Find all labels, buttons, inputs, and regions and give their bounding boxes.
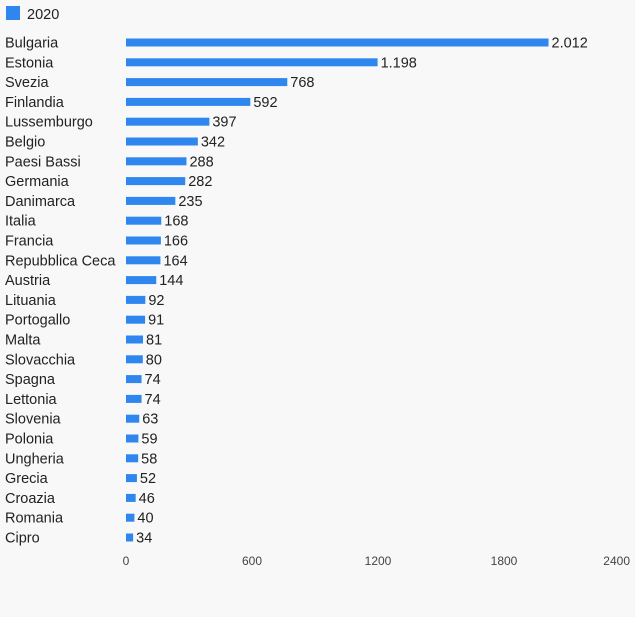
value-label-francia: 166 xyxy=(164,234,188,250)
bar-slovacchia xyxy=(126,355,143,364)
category-label-croazia: Croazia xyxy=(5,491,56,507)
bar-spagna xyxy=(126,375,142,384)
value-label-paesi-bassi: 288 xyxy=(189,154,213,170)
category-label-polonia: Polonia xyxy=(5,432,54,448)
bar-paesi-bassi xyxy=(126,157,187,166)
bar-lettonia xyxy=(126,394,142,403)
category-label-francia: Francia xyxy=(5,234,54,250)
value-label-lituania: 92 xyxy=(148,293,164,309)
bar-italia xyxy=(126,216,162,225)
value-label-finlandia: 592 xyxy=(253,95,277,111)
bar-belgio xyxy=(126,137,198,146)
value-labels: 2.012 1.198 768 592 397 342 288 282 235 168 166 164… xyxy=(136,36,588,547)
value-label-repubblica-ceca: 164 xyxy=(163,253,187,269)
x-tick-label-0: 0 xyxy=(123,554,130,568)
category-label-ungheria: Ungheria xyxy=(5,451,65,467)
bar-germania xyxy=(126,177,186,186)
bar-slovenia xyxy=(126,414,140,423)
x-tick-label-1200: 1200 xyxy=(365,554,392,568)
bar-portogallo xyxy=(126,315,146,324)
bars-group xyxy=(126,38,549,542)
value-label-croazia: 46 xyxy=(139,491,155,507)
value-label-austria: 144 xyxy=(159,273,183,289)
value-label-lettonia: 74 xyxy=(145,392,161,408)
legend-swatch xyxy=(6,6,20,20)
bar-lussemburgo xyxy=(126,117,210,126)
category-label-lussemburgo: Lussemburgo xyxy=(5,115,93,131)
category-label-romania: Romania xyxy=(5,511,64,527)
category-label-slovacchia: Slovacchia xyxy=(5,352,76,368)
category-label-slovenia: Slovenia xyxy=(5,412,62,428)
category-label-lettonia: Lettonia xyxy=(5,392,58,408)
value-label-cipro: 34 xyxy=(136,531,152,547)
value-label-slovenia: 63 xyxy=(142,412,158,428)
bar-danimarca xyxy=(126,196,176,205)
category-label-finlandia: Finlandia xyxy=(5,95,65,111)
value-label-danimarca: 235 xyxy=(178,194,202,210)
category-label-belgio: Belgio xyxy=(5,135,45,151)
bar-lituania xyxy=(126,295,146,304)
legend-label-2020: 2020 xyxy=(27,7,59,23)
value-label-svezia: 768 xyxy=(290,75,314,91)
category-label-germania: Germania xyxy=(5,174,70,190)
value-label-lussemburgo: 397 xyxy=(212,115,236,131)
category-label-bulgaria: Bulgaria xyxy=(5,36,59,52)
value-label-belgio: 342 xyxy=(201,135,225,151)
bar-croazia xyxy=(126,493,136,502)
bar-grecia xyxy=(126,474,137,483)
category-label-cipro: Cipro xyxy=(5,531,40,547)
bar-romania xyxy=(126,513,135,522)
category-label-malta: Malta xyxy=(5,333,41,349)
bar-francia xyxy=(126,236,161,245)
category-label-austria: Austria xyxy=(5,273,51,289)
bar-repubblica-ceca xyxy=(126,256,161,265)
value-label-malta: 81 xyxy=(146,333,162,349)
x-tick-label-600: 600 xyxy=(242,554,262,568)
bar-finlandia xyxy=(126,97,251,106)
category-label-italia: Italia xyxy=(5,214,37,230)
bar-malta xyxy=(126,335,144,344)
value-label-bulgaria: 2.012 xyxy=(552,36,588,52)
bar-cipro xyxy=(126,533,134,542)
category-label-paesi-bassi: Paesi Bassi xyxy=(5,154,81,170)
value-label-italia: 168 xyxy=(164,214,188,230)
bar-estonia xyxy=(126,58,378,67)
category-label-estonia: Estonia xyxy=(5,55,54,71)
value-label-portogallo: 91 xyxy=(148,313,164,329)
bar-polonia xyxy=(126,434,139,443)
bar-austria xyxy=(126,276,157,285)
value-label-estonia: 1.198 xyxy=(381,55,417,71)
value-label-grecia: 52 xyxy=(140,471,156,487)
category-label-svezia: Svezia xyxy=(5,75,49,91)
value-label-spagna: 74 xyxy=(145,372,161,388)
category-label-danimarca: Danimarca xyxy=(5,194,76,210)
bar-bulgaria xyxy=(126,38,549,47)
category-labels: Bulgaria Estonia Svezia Finlandia Lussemburg… xyxy=(5,36,116,547)
value-label-germania: 282 xyxy=(188,174,212,190)
category-label-spagna: Spagna xyxy=(5,372,56,388)
x-tick-label-1800: 1800 xyxy=(491,554,518,568)
x-tick-label-2400: 2400 xyxy=(603,554,630,568)
category-label-repubblica-ceca: Repubblica Ceca xyxy=(5,253,116,269)
bar-ungheria xyxy=(126,454,139,463)
value-label-romania: 40 xyxy=(137,511,153,527)
category-label-grecia: Grecia xyxy=(5,471,49,487)
value-label-polonia: 59 xyxy=(141,432,157,448)
legend: 2020 xyxy=(6,6,59,23)
x-axis: 0 600 1200 1800 2400 xyxy=(123,554,631,568)
value-label-slovacchia: 80 xyxy=(146,352,162,368)
bar-svezia xyxy=(126,78,288,87)
value-label-ungheria: 58 xyxy=(141,451,157,467)
category-label-portogallo: Portogallo xyxy=(5,313,70,329)
category-label-lituania: Lituania xyxy=(5,293,57,309)
